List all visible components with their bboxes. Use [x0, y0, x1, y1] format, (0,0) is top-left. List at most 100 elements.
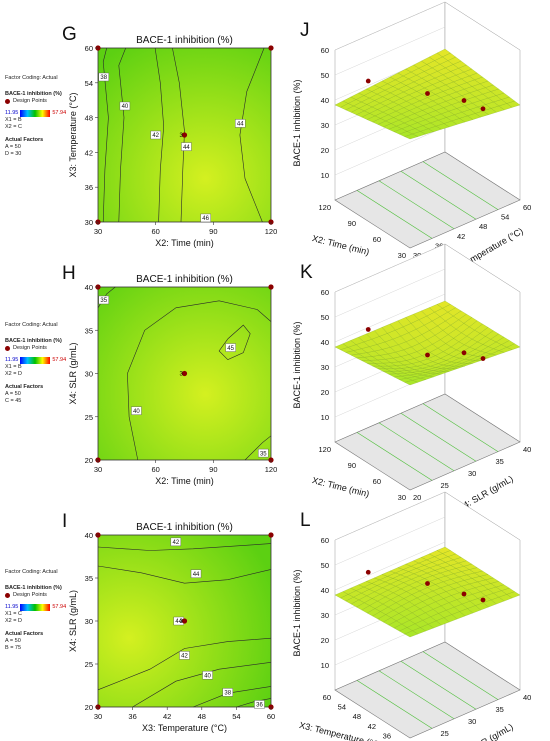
color-scale: 11.95 57.94	[5, 110, 93, 117]
color-scale: 11.95 57.94	[5, 604, 93, 611]
contour-label-box	[222, 688, 233, 697]
contour-label: 42	[152, 133, 159, 139]
contour-label: 42	[173, 540, 180, 546]
contour-label: 44	[183, 145, 190, 151]
x-tick-label: 90	[209, 227, 217, 236]
z-axis-label: BACE-1 inhibition (%)	[292, 569, 302, 656]
factor-2: B = 75	[5, 645, 22, 651]
y-tick-label: 42	[457, 232, 465, 241]
actual-factors-label: Actual Factors	[5, 631, 44, 637]
contour-label-box	[181, 142, 192, 151]
contour-line	[97, 565, 272, 584]
panel-letter: L	[300, 510, 311, 531]
z-tick-label: 20	[321, 388, 329, 397]
contour-label-box	[190, 569, 202, 578]
factor-coding-label: Factor Coding: Actual	[5, 569, 58, 575]
design-points-label: Design Points	[13, 592, 47, 598]
z-gridline	[334, 541, 446, 591]
y-tick-label: 54	[501, 213, 509, 222]
contour-line	[244, 435, 272, 461]
design-point	[181, 132, 188, 138]
z-tick-label: 60	[321, 288, 329, 297]
z-tick-label: 60	[321, 46, 329, 55]
actual-factors-label: Actual Factors	[5, 384, 44, 390]
y-axis-label: X3: Temperature (°C)	[68, 93, 78, 178]
design-point	[461, 98, 467, 103]
design-point	[181, 618, 188, 624]
panel-letter: J	[300, 20, 310, 41]
color-scale: 11.95 57.94	[5, 357, 93, 364]
y-tick-label: 30	[413, 251, 421, 260]
z-tick-label: 60	[321, 536, 329, 545]
floor-contour	[400, 170, 477, 220]
contour-label: 40	[204, 673, 211, 679]
contour-line	[172, 47, 185, 223]
response-label: BACE-1 inhibition (%)	[5, 91, 62, 97]
z-gridline	[334, 491, 446, 541]
factor-2: C = 45	[5, 398, 22, 404]
y-tick-label: 35	[496, 457, 504, 466]
z-tick-label: 50	[321, 71, 329, 80]
scale-max: 57.94	[52, 357, 67, 363]
scale-max: 57.94	[52, 604, 67, 610]
legend-panel-g: Factor Coding: Actual BACE-1 inhibition …	[5, 75, 93, 158]
y-tick-label: 40	[85, 531, 93, 540]
x-tick-label: 90	[348, 219, 356, 228]
y-tick-label: 40	[523, 693, 531, 702]
x-tick-label: 120	[318, 445, 331, 454]
x-tick-label: 48	[198, 712, 206, 721]
z-gridline	[334, 516, 446, 566]
y-tick-label: 30	[85, 218, 93, 227]
y-tick-label: 20	[85, 703, 93, 712]
y-tick-label: 20	[413, 493, 421, 502]
floor-contour	[356, 432, 433, 481]
z-tick-label: 20	[321, 146, 329, 155]
contour-label: 42	[181, 654, 188, 660]
contour-label-box	[98, 295, 109, 305]
y-tick-label: 35	[85, 326, 93, 335]
x-tick-label: 30	[94, 465, 102, 474]
contour-label: 44	[175, 619, 182, 625]
contour-label: 40	[122, 104, 129, 110]
floor-contour	[422, 651, 499, 700]
y-tick-label: 25	[85, 660, 93, 669]
design-points-label: Design Points	[13, 345, 47, 351]
contour-label-box	[179, 651, 190, 660]
contour-label-box	[202, 670, 213, 680]
chart-title: BACE-1 inhibition (%)	[136, 274, 233, 285]
floor-contour	[356, 680, 433, 729]
z-tick-label: 30	[321, 611, 329, 620]
contour-line	[132, 662, 272, 708]
scale-bar	[20, 357, 51, 364]
design-points-key: Design Points	[5, 592, 93, 599]
scale-min: 11.95	[5, 110, 19, 116]
contour-label-box	[150, 130, 161, 140]
z-axis-label: BACE-1 inhibition (%)	[292, 79, 302, 166]
y-tick-label: 54	[85, 79, 93, 88]
y-tick-label: 36	[85, 183, 93, 192]
x-tick-label: 90	[348, 461, 356, 470]
x2-mapping: X2 = D	[5, 371, 22, 377]
x-tick-label: 42	[163, 712, 171, 721]
y-tick-label: 25	[441, 729, 449, 738]
z-gridline	[334, 293, 446, 343]
x1-mapping: X1 = C	[5, 611, 22, 617]
z-gridline	[334, 1, 446, 51]
design-point	[365, 569, 371, 575]
contour-label: 44	[237, 122, 244, 128]
legend-panel-i: Factor Coding: Actual BACE-1 inhibition …	[5, 569, 93, 652]
y-tick-label: 20	[85, 456, 93, 465]
surface-mesh	[334, 546, 521, 638]
contour-label: 44	[193, 572, 200, 578]
contour-label: 38	[224, 691, 231, 697]
contour-label: 36	[256, 703, 263, 709]
design-point	[425, 581, 430, 586]
surface-cell	[436, 546, 451, 554]
floor	[334, 151, 521, 249]
contour-line	[236, 698, 272, 708]
surface-plot-l: 1020304050603036424854602025303540X3: Te…	[292, 491, 531, 741]
contour-line	[97, 637, 272, 691]
y-tick-label: 40	[523, 445, 531, 454]
x-tick-label: 60	[373, 477, 381, 486]
